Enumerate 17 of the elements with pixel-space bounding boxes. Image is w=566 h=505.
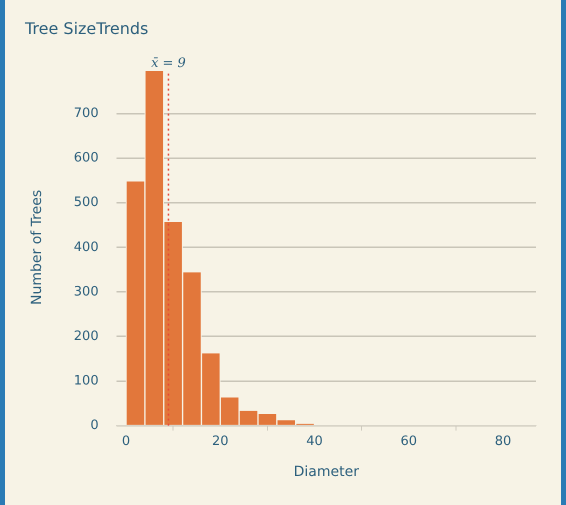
ref-line-label: x̄ = 9 [151, 56, 186, 71]
x-tick-label: 0 [122, 434, 130, 449]
y-tick-label: 400 [74, 240, 99, 255]
chart-title: Tree SizeTrends [24, 18, 148, 38]
y-tick-label: 100 [74, 373, 99, 388]
x-tick-label: 40 [306, 434, 323, 449]
x-tick-label: 20 [212, 434, 229, 449]
x-tick-label: 60 [400, 434, 418, 449]
y-tick-label: 300 [74, 284, 99, 300]
x-tick-label: 80 [494, 434, 512, 449]
y-tick-label: 500 [74, 195, 99, 210]
y-tick-label: 200 [74, 328, 99, 344]
x-axis-title: Diameter [294, 464, 360, 480]
y-tick-label: 0 [90, 418, 99, 433]
y-tick-label: 700 [74, 106, 99, 122]
y-tick-label: 600 [74, 150, 99, 166]
y-axis-title: Number of Trees [29, 190, 46, 305]
